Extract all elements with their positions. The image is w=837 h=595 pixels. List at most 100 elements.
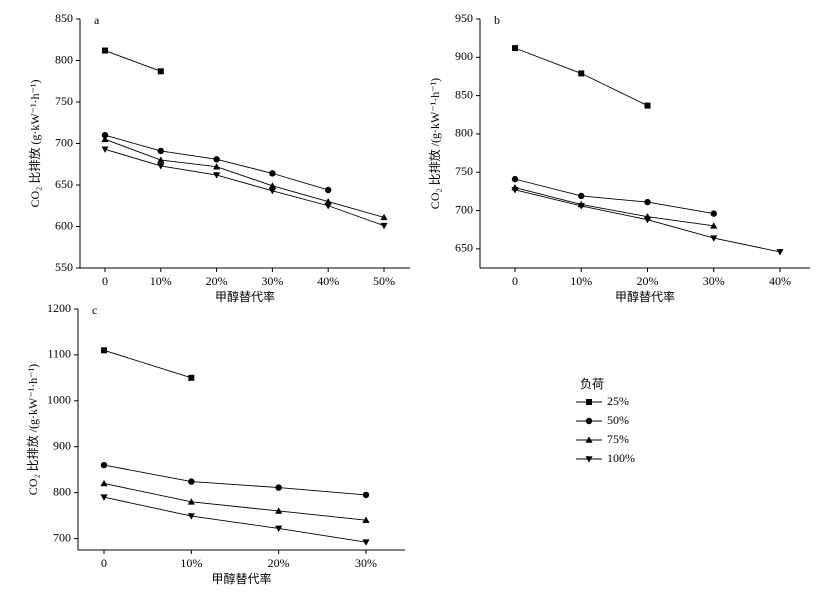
marker: [511, 175, 519, 183]
y-axis-label: CO₂ 比排放 /(g·kW⁻¹·h⁻¹): [427, 78, 442, 209]
y-tick-label: 800: [455, 126, 473, 140]
marker: [157, 163, 165, 170]
marker: [101, 146, 109, 153]
legend-label: 100%: [607, 451, 635, 465]
x-tick-label: 40%: [769, 274, 791, 288]
marker: [101, 132, 109, 139]
marker: [710, 222, 718, 229]
y-tick-label: 1100: [47, 347, 71, 361]
x-tick-label: 20%: [206, 274, 228, 288]
y-tick-label: 1000: [47, 393, 71, 407]
marker: [710, 210, 717, 217]
marker: [100, 461, 108, 469]
marker: [324, 202, 332, 210]
marker: [577, 203, 585, 210]
marker: [380, 222, 388, 230]
marker: [275, 525, 283, 533]
marker: [644, 102, 651, 109]
legend-label: 50%: [607, 413, 629, 427]
marker: [710, 235, 718, 242]
y-tick-label: 700: [53, 530, 71, 544]
marker: [213, 163, 221, 170]
x-tick-label: 10%: [180, 556, 202, 570]
x-tick-label: 20%: [268, 556, 290, 570]
marker: [275, 484, 282, 491]
x-tick-label: 40%: [317, 274, 339, 288]
y-tick-label: 800: [53, 484, 71, 498]
x-tick-label: 10%: [150, 274, 172, 288]
marker: [512, 45, 518, 52]
panel-label: b: [494, 13, 500, 27]
y-tick-label: 600: [55, 218, 73, 232]
x-tick-label: 50%: [373, 274, 395, 288]
marker: [268, 182, 276, 189]
marker: [585, 436, 593, 443]
marker: [578, 70, 585, 77]
marker: [100, 479, 108, 487]
legend-label: 75%: [607, 432, 629, 446]
series-line: [514, 178, 714, 215]
legend-label: 25%: [607, 394, 629, 408]
series-line: [514, 187, 714, 227]
series-line: [514, 47, 648, 106]
marker: [511, 187, 519, 194]
marker: [586, 399, 592, 405]
marker: [578, 192, 585, 200]
marker: [776, 249, 784, 256]
marker: [644, 198, 651, 206]
marker: [643, 216, 652, 224]
y-tick-label: 650: [455, 241, 473, 255]
x-axis-label: 甲醇替代率: [215, 289, 275, 304]
y-tick-label: 550: [55, 260, 73, 274]
y-tick-label: 800: [55, 52, 73, 66]
y-tick-label: 850: [455, 87, 473, 101]
x-tick-label: 30%: [703, 274, 725, 288]
panel-label: a: [94, 13, 100, 27]
marker: [100, 494, 108, 501]
x-axis-label: 甲醇替代率: [615, 289, 675, 304]
y-axis-label: CO₂ 比排放 /(g·kW⁻¹·h⁻¹): [25, 364, 40, 495]
y-tick-label: 650: [55, 177, 73, 191]
marker: [275, 507, 283, 514]
series-line: [104, 138, 385, 218]
marker: [101, 347, 107, 354]
y-tick-label: 750: [55, 94, 73, 108]
marker: [188, 478, 195, 485]
y-tick-label: 850: [55, 11, 73, 25]
x-tick-label: 20%: [637, 274, 659, 288]
marker: [325, 186, 332, 194]
marker: [157, 147, 164, 155]
series-line: [103, 349, 192, 379]
y-tick-label: 700: [455, 202, 473, 216]
marker: [101, 135, 109, 143]
marker: [188, 374, 195, 381]
marker: [585, 456, 593, 463]
marker: [157, 68, 164, 75]
marker: [380, 213, 388, 221]
marker: [157, 156, 165, 163]
x-tick-label: 30%: [261, 274, 283, 288]
x-tick-label: 30%: [355, 556, 377, 570]
marker: [585, 417, 593, 425]
y-tick-label: 700: [55, 135, 73, 149]
panel-label: c: [92, 303, 97, 317]
y-tick-label: 900: [455, 49, 473, 63]
marker: [362, 516, 370, 523]
marker: [362, 539, 370, 546]
marker: [187, 513, 195, 520]
marker: [213, 156, 220, 163]
series-line: [103, 482, 367, 521]
x-tick-label: 10%: [570, 274, 592, 288]
marker: [268, 188, 276, 195]
y-tick-label: 750: [455, 164, 473, 178]
marker: [269, 170, 276, 177]
series-line: [103, 464, 367, 496]
y-tick-label: 950: [455, 11, 473, 25]
marker: [102, 47, 108, 54]
x-axis-label: 甲醇替代率: [211, 571, 271, 586]
y-tick-label: 1200: [47, 301, 71, 315]
series-line: [103, 496, 367, 543]
marker: [213, 172, 221, 179]
y-tick-label: 900: [53, 438, 71, 452]
